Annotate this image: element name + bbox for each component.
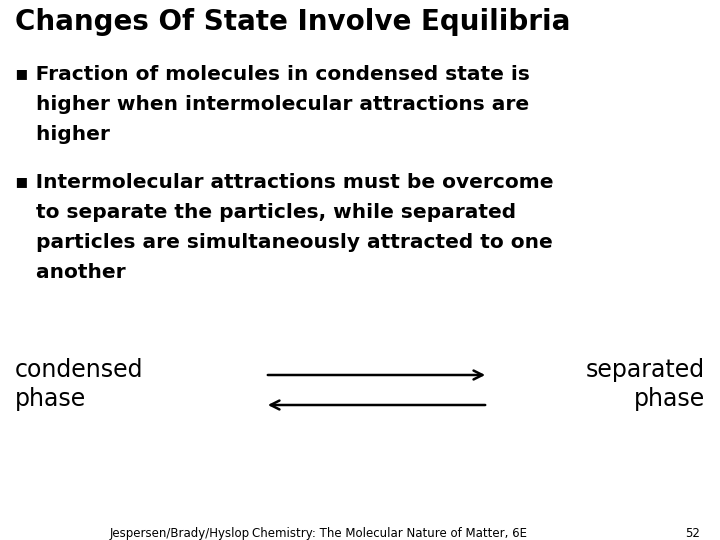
Text: higher: higher	[15, 125, 110, 144]
Text: higher when intermolecular attractions are: higher when intermolecular attractions a…	[15, 95, 529, 114]
Text: ▪ Intermolecular attractions must be overcome: ▪ Intermolecular attractions must be ove…	[15, 173, 554, 192]
Text: 52: 52	[685, 527, 700, 540]
Text: ▪ Fraction of molecules in condensed state is: ▪ Fraction of molecules in condensed sta…	[15, 65, 530, 84]
Text: Chemistry: The Molecular Nature of Matter, 6E: Chemistry: The Molecular Nature of Matte…	[253, 527, 528, 540]
Text: condensed
phase: condensed phase	[15, 358, 143, 411]
Text: separated
phase: separated phase	[586, 358, 705, 411]
Text: Changes Of State Involve Equilibria: Changes Of State Involve Equilibria	[15, 8, 570, 36]
Text: particles are simultaneously attracted to one: particles are simultaneously attracted t…	[15, 233, 553, 252]
Text: another: another	[15, 263, 125, 282]
Text: to separate the particles, while separated: to separate the particles, while separat…	[15, 203, 516, 222]
Text: Jespersen/Brady/Hyslop: Jespersen/Brady/Hyslop	[110, 527, 250, 540]
